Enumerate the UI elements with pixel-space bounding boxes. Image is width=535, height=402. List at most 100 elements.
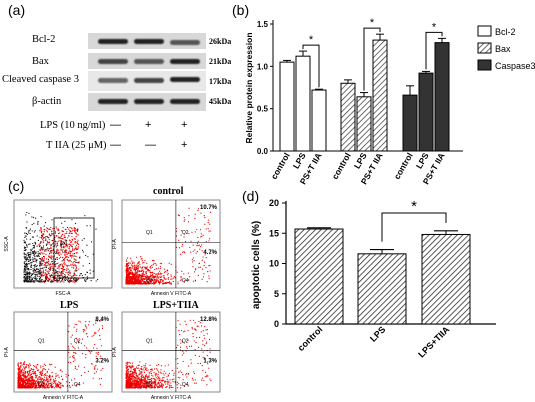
event-dot	[74, 278, 76, 280]
event-dot	[60, 246, 62, 248]
event-dot	[66, 253, 69, 255]
quadrant-percent: 4.7%	[203, 250, 217, 256]
event-dot	[74, 378, 76, 380]
event-dot	[30, 265, 32, 267]
event-dot	[184, 330, 186, 332]
event-dot	[88, 262, 91, 265]
event-dot	[37, 382, 39, 384]
event-dot	[42, 249, 44, 251]
event-dot	[131, 381, 133, 383]
event-dot	[65, 373, 67, 376]
event-dot	[59, 369, 61, 371]
event-dot	[48, 260, 50, 263]
event-dot	[38, 385, 41, 387]
event-dot	[132, 262, 134, 264]
event-dot	[201, 235, 203, 238]
event-dot	[167, 282, 169, 284]
event-dot	[129, 386, 131, 388]
event-dot	[25, 382, 28, 384]
event-dot	[35, 265, 37, 268]
event-dot	[135, 268, 137, 270]
event-dot	[178, 371, 180, 373]
bar	[357, 253, 407, 325]
flow-title: control	[153, 186, 184, 197]
event-dot	[205, 240, 207, 243]
event-dot	[205, 267, 207, 269]
event-dot	[128, 382, 131, 385]
event-dot	[20, 384, 22, 387]
event-dot	[47, 380, 49, 382]
event-dot	[201, 244, 203, 246]
event-dot	[18, 368, 20, 371]
event-dot	[23, 246, 26, 248]
event-dot	[84, 324, 87, 326]
event-dot	[93, 347, 95, 349]
event-dot	[63, 259, 66, 261]
event-dot	[202, 256, 204, 258]
event-dot	[48, 378, 50, 380]
event-dot	[139, 383, 141, 385]
event-dot	[95, 352, 97, 354]
event-dot	[49, 257, 51, 259]
event-dot	[26, 271, 29, 274]
event-dot	[130, 278, 132, 281]
event-dot	[96, 368, 99, 370]
event-dot	[37, 280, 39, 282]
event-dot	[23, 378, 25, 381]
event-dot	[40, 236, 43, 239]
wb-row-label: Bax	[32, 56, 49, 67]
event-dot	[40, 377, 42, 379]
event-dot	[145, 381, 148, 383]
event-dot	[42, 238, 44, 241]
event-dot	[66, 255, 68, 257]
event-dot	[158, 277, 160, 279]
quadrant-label: Q3	[146, 382, 153, 388]
event-dot	[143, 275, 145, 277]
event-dot	[133, 283, 136, 285]
event-dot	[32, 385, 34, 387]
significance-bracket	[425, 31, 443, 70]
event-dot	[35, 380, 38, 382]
event-dot	[65, 269, 68, 272]
event-dot	[26, 380, 29, 382]
event-dot	[179, 323, 181, 325]
event-dot	[23, 239, 25, 241]
event-dot	[173, 374, 175, 376]
event-dot	[203, 215, 205, 217]
event-dot	[207, 228, 209, 230]
event-dot	[85, 327, 88, 329]
event-dot	[36, 367, 38, 369]
event-dot	[75, 330, 78, 332]
event-dot	[90, 241, 93, 243]
event-dot	[158, 376, 160, 378]
event-dot	[25, 254, 28, 256]
event-dot	[187, 385, 190, 387]
event-dot	[61, 378, 63, 380]
event-dot	[63, 234, 65, 236]
event-dot	[202, 276, 205, 278]
event-dot	[24, 241, 26, 243]
event-dot	[24, 235, 26, 237]
event-dot	[40, 241, 42, 243]
event-dot	[99, 338, 101, 341]
event-dot	[131, 385, 133, 387]
event-dot	[198, 244, 200, 246]
event-dot	[131, 364, 133, 366]
event-dot	[26, 381, 28, 383]
event-dot	[27, 255, 30, 257]
event-dot	[87, 370, 90, 372]
event-dot	[161, 283, 164, 285]
event-dot	[37, 386, 40, 388]
event-dot	[46, 385, 49, 387]
event-dot	[140, 276, 142, 278]
event-dot	[85, 320, 87, 323]
event-dot	[163, 370, 165, 372]
event-dot	[58, 251, 60, 253]
event-dot	[27, 386, 29, 388]
event-dot	[40, 264, 42, 266]
event-dot	[46, 261, 48, 263]
event-dot	[136, 267, 138, 269]
event-dot	[75, 337, 77, 339]
event-dot	[49, 277, 51, 279]
event-dot	[146, 262, 148, 264]
